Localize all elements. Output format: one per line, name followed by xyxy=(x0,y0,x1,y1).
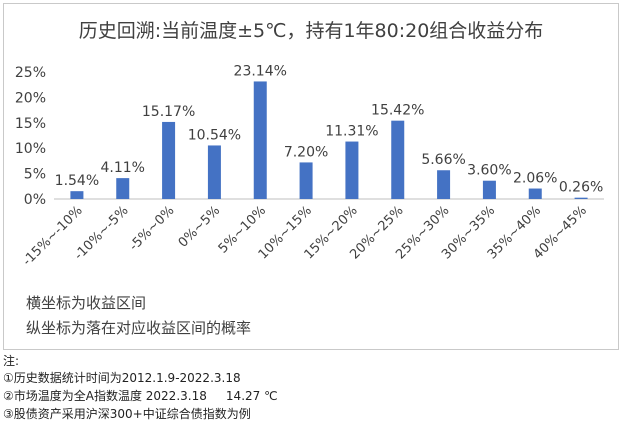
y-tick-label: 20% xyxy=(15,90,46,106)
notes-title: 注: xyxy=(3,354,20,368)
data-label: 15.17% xyxy=(142,104,195,120)
x-tick-label: -15%~-10% xyxy=(20,203,86,269)
note-item-3: ③股债资产采用沪深300+中证综合债指数为例 xyxy=(3,407,251,421)
data-label: 1.54% xyxy=(55,173,99,189)
y-tick-label: 15% xyxy=(15,116,46,132)
chart-title: 历史回溯:当前温度±5℃，持有1年80:20组合收益分布 xyxy=(78,20,544,42)
y-tick-label: 5% xyxy=(24,167,46,183)
y-tick-label: 25% xyxy=(15,65,46,81)
bar xyxy=(482,180,496,199)
bar xyxy=(70,191,84,199)
data-label: 4.11% xyxy=(101,160,145,176)
bar xyxy=(162,121,176,199)
data-label: 7.20% xyxy=(284,144,328,160)
note-item-2: ②市场温度为全A指数温度 2022.3.18 14.27 ℃ xyxy=(3,389,278,403)
bar xyxy=(574,197,588,199)
chart-frame: 历史回溯:当前温度±5℃，持有1年80:20组合收益分布 0% 5% 10% 15% 2… xyxy=(3,3,619,350)
y-tick-label: 0% xyxy=(24,192,46,208)
x-tick-label: -5%~0% xyxy=(127,203,178,254)
bar xyxy=(437,170,451,199)
bar xyxy=(253,81,267,199)
data-label: 23.14% xyxy=(234,63,287,79)
data-label: 0.26% xyxy=(559,180,603,196)
bar xyxy=(299,162,313,199)
data-label: 3.60% xyxy=(467,163,511,179)
data-label: 10.54% xyxy=(188,127,241,143)
x-tick-label: 0%~5% xyxy=(176,203,223,250)
y-tick-label: 10% xyxy=(15,141,46,157)
x-axis-caption: 横坐标为收益区间 xyxy=(26,294,147,312)
data-label: 2.06% xyxy=(513,171,557,187)
bar xyxy=(116,178,130,199)
note-item-1: ①历史数据统计时间为2012.1.9-2022.3.18 xyxy=(3,371,241,385)
data-label: 11.31% xyxy=(325,124,378,140)
bar-chart: 0%5%10%15%20%25%1.54%-15%~-10%4.11%-10%~… xyxy=(15,63,604,269)
bar xyxy=(528,188,542,199)
bar xyxy=(345,141,359,199)
data-label: 5.66% xyxy=(421,152,465,168)
bar xyxy=(207,145,221,199)
data-label: 15.42% xyxy=(371,103,424,119)
bar xyxy=(391,120,405,199)
y-axis-caption: 纵坐标为落在对应收益区间的概率 xyxy=(26,319,252,337)
